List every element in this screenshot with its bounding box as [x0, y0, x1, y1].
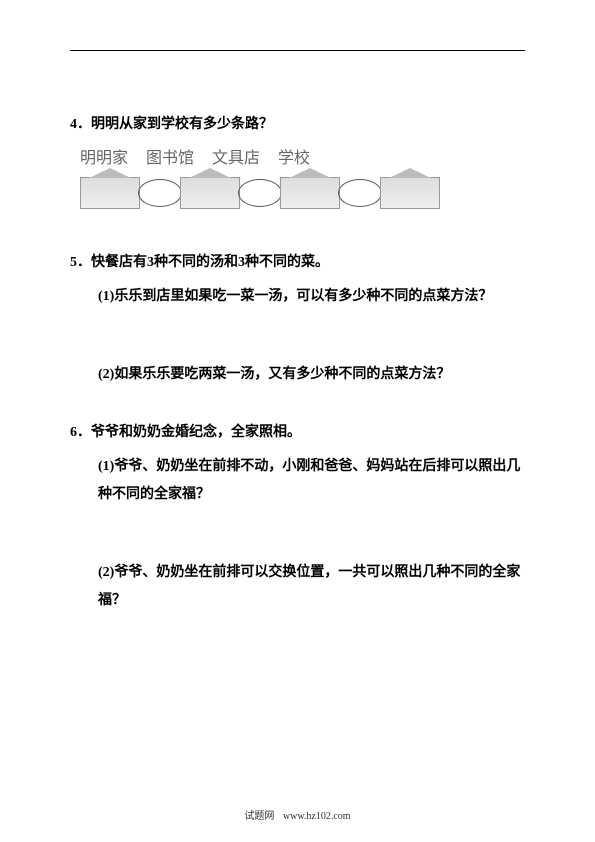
path-arcs	[242, 177, 278, 209]
q4-labels: 明明家 图书馆 文具店 学校	[80, 143, 525, 175]
q5-sub2: (2)如果乐乐要吃两菜一汤，又有多少种不同的点菜方法？	[98, 361, 525, 389]
q4-title: 4．明明从家到学校有多少条路？	[70, 111, 525, 139]
q5-title: 5．快餐店有3种不同的汤和3种不同的菜。	[70, 249, 525, 277]
q4-diagram-row	[80, 177, 525, 209]
house-icon	[80, 177, 140, 209]
q4-label-home: 明明家	[80, 143, 128, 175]
top-rule	[70, 50, 525, 51]
question-6: 6．爷爷和奶奶金婚纪念，全家照相。 (1)爷爷、奶奶坐在前排不动，小刚和爸爸、妈…	[70, 419, 525, 615]
q6-sub2: (2)爷爷、奶奶坐在前排可以交换位置，一共可以照出几种不同的全家福？	[98, 559, 525, 615]
q6-title: 6．爷爷和奶奶金婚纪念，全家照相。	[70, 419, 525, 447]
path-arcs	[342, 177, 378, 209]
path-arcs	[142, 177, 178, 209]
q4-label-school: 学校	[278, 143, 310, 175]
house-icon	[180, 177, 240, 209]
q4-label-stationery: 文具店	[212, 143, 260, 175]
question-4: 4．明明从家到学校有多少条路？ 明明家 图书馆 文具店 学校	[70, 111, 525, 209]
house-icon	[280, 177, 340, 209]
q4-diagram: 明明家 图书馆 文具店 学校	[80, 143, 525, 209]
footer-url: www.hz102.com	[283, 811, 351, 822]
q6-sub1: (1)爷爷、奶奶坐在前排不动，小刚和爸爸、妈妈站在后排可以照出几种不同的全家福？	[98, 453, 525, 509]
page-footer: 试题网 www.hz102.com	[0, 807, 595, 822]
question-5: 5．快餐店有3种不同的汤和3种不同的菜。 (1)乐乐到店里如果吃一菜一汤，可以有…	[70, 249, 525, 389]
house-icon	[380, 177, 440, 209]
q5-sub1: (1)乐乐到店里如果吃一菜一汤，可以有多少种不同的点菜方法？	[98, 283, 525, 311]
footer-brand: 试题网	[244, 811, 274, 822]
q4-label-library: 图书馆	[146, 143, 194, 175]
